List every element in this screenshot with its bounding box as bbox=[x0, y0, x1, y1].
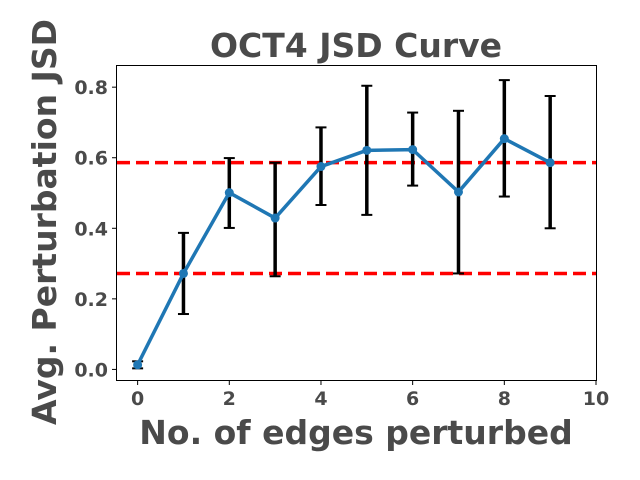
plot-frame bbox=[116, 65, 597, 381]
y-tick-label-0: 0.0 bbox=[74, 359, 108, 381]
x-tick-label-10: 10 bbox=[583, 388, 609, 410]
data-point-9 bbox=[545, 158, 555, 168]
data-point-3 bbox=[270, 213, 280, 223]
x-tick-label-0: 0 bbox=[131, 388, 144, 410]
x-tick-label-2: 2 bbox=[223, 388, 236, 410]
data-point-7 bbox=[453, 187, 463, 197]
data-point-8 bbox=[499, 134, 509, 144]
y-tick-label-1: 0.2 bbox=[74, 289, 108, 311]
data-point-4 bbox=[316, 162, 326, 172]
series-line-1 bbox=[135, 136, 552, 367]
x-axis-ticks: 0 2 4 6 8 10 bbox=[131, 380, 609, 410]
y-axis-ticks: 0.0 0.2 0.4 0.6 0.8 bbox=[74, 77, 117, 381]
series-layer bbox=[133, 134, 555, 370]
y-tick-label-2: 0.4 bbox=[74, 218, 108, 240]
x-axis-label: No. of edges perturbed bbox=[139, 413, 572, 452]
x-tick-label-4: 4 bbox=[314, 388, 327, 410]
y-tick-label-4: 0.8 bbox=[74, 77, 108, 99]
error-bars bbox=[132, 79, 556, 370]
x-tick-label-6: 6 bbox=[406, 388, 419, 410]
data-point-5 bbox=[362, 145, 372, 155]
reference-lines bbox=[117, 160, 596, 276]
data-point-0 bbox=[133, 360, 143, 370]
data-point-6 bbox=[408, 145, 418, 155]
data-point-1 bbox=[178, 268, 188, 278]
data-point-2 bbox=[224, 188, 234, 198]
chart-title: OCT4 JSD Curve bbox=[210, 26, 502, 65]
x-tick-label-8: 8 bbox=[498, 388, 511, 410]
y-axis-label: Avg. Perturbation JSD bbox=[25, 19, 64, 425]
y-tick-label-3: 0.6 bbox=[74, 148, 108, 170]
